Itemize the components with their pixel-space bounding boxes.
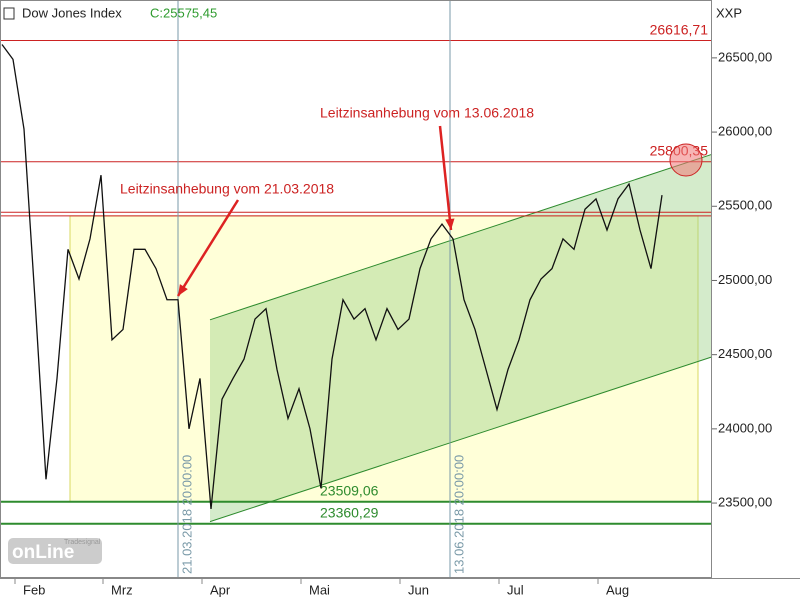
arrow-head [445, 218, 455, 230]
y-tick-label: 25500,00 [718, 198, 772, 213]
annotation: Leitzinsanhebung vom 13.06.2018 [320, 105, 534, 121]
channel-line [209, 356, 713, 523]
x-tick-label: Mrz [111, 582, 133, 597]
x-tick-label: Aug [606, 582, 629, 597]
y-tick-label: 26000,00 [718, 124, 772, 139]
close-value: C:25575,45 [150, 5, 217, 20]
trend-channel [210, 154, 712, 522]
y-tick-label: 24000,00 [718, 420, 772, 435]
highlight-circle [669, 143, 703, 177]
x-tick-label: Jun [408, 582, 429, 597]
logo-name: onLine [12, 542, 74, 563]
annotation: Leitzinsanhebung vom 21.03.2018 [120, 181, 334, 197]
x-tick-label: Jul [507, 582, 524, 597]
logo: Tradesignal onLine [8, 538, 102, 564]
event-label: 13.06.2018 20:00:00 [451, 455, 466, 574]
chart-title: Dow Jones Index [22, 5, 122, 20]
level-label: 26616,71 [650, 21, 709, 37]
level-label: 23509,06 [320, 482, 379, 498]
channel-line [209, 153, 713, 321]
arrow-head [178, 284, 188, 296]
y-tick-label: 26500,00 [718, 49, 772, 64]
range-box [69, 215, 699, 503]
arrow [176, 199, 240, 297]
price-line [1, 44, 663, 510]
y-axis-label: XXP [716, 5, 742, 20]
logo-brand: Tradesignal [64, 539, 101, 546]
y-tick-label: 24500,00 [718, 346, 772, 361]
x-tick-label: Feb [23, 582, 45, 597]
plot-frame [0, 0, 712, 578]
logo-box [8, 538, 102, 564]
x-tick-label: Mai [309, 582, 330, 597]
x-tick-label: Apr [210, 582, 231, 597]
window-icon [3, 7, 15, 20]
arrow [438, 125, 453, 231]
y-tick-label: 25000,00 [718, 272, 772, 287]
level-label: 23360,29 [320, 504, 379, 520]
y-tick-label: 23500,00 [718, 494, 772, 509]
event-label: 21.03.2018 20:00:00 [179, 455, 194, 574]
